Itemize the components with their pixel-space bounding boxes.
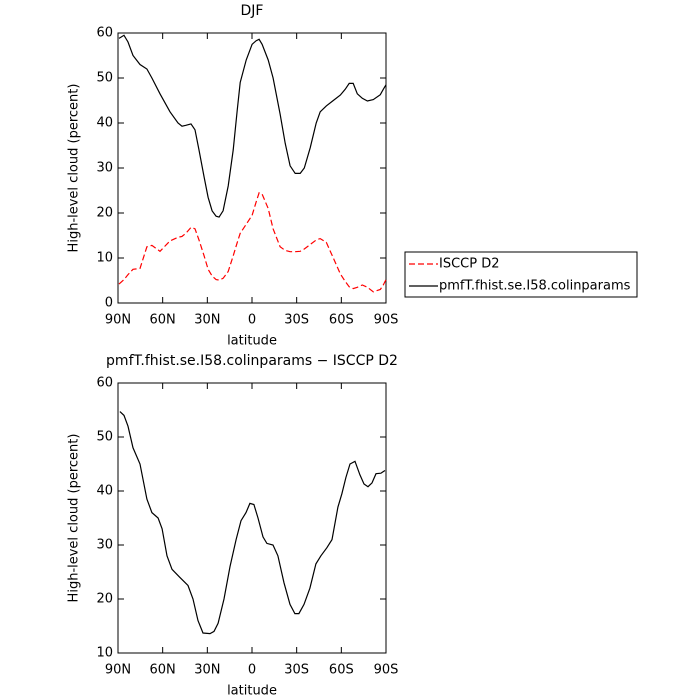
x-tick-label: 90S (374, 313, 399, 328)
x-tick-label: 90N (105, 313, 131, 328)
legend-box (404, 251, 638, 298)
panel: pmfT.fhist.se.I58.colinparams − ISCCP D2… (67, 353, 399, 699)
y-tick-label: 10 (96, 251, 113, 266)
x-tick-label: 30S (284, 313, 309, 328)
y-tick-label: 40 (96, 484, 113, 499)
x-tick-label: 90N (105, 663, 131, 678)
x-tick-label: 30N (194, 663, 220, 678)
chart-title: pmfT.fhist.se.I58.colinparams − ISCCP D2 (106, 353, 398, 369)
panel: DJF latitude High-level cloud (percent) 0 10… (67, 3, 638, 349)
x-tick-label: 0 (248, 663, 256, 678)
x-axis-label: latitude (227, 334, 277, 349)
legend-label: pmfT.fhist.se.I58.colinparams (439, 279, 631, 294)
y-tick-label: 50 (96, 71, 113, 86)
y-tick-label: 0 (105, 296, 113, 311)
x-tick-label: 30N (194, 313, 220, 328)
y-tick-label: 30 (96, 161, 113, 176)
y-tick-label: 20 (96, 592, 113, 607)
y-axis-label: High-level cloud (percent) (67, 84, 82, 253)
x-tick-label: 60S (329, 313, 354, 328)
x-axis-label: latitude (227, 684, 277, 699)
data-line (119, 411, 386, 635)
legend-label: ISCCP D2 (439, 257, 500, 272)
chart-title: DJF (241, 3, 264, 19)
y-tick-label: 60 (96, 26, 113, 41)
y-axis-label: High-level cloud (percent) (67, 434, 82, 603)
x-tick-label: 0 (248, 313, 256, 328)
plot-frame (117, 32, 387, 304)
y-tick-label: 40 (96, 116, 113, 131)
y-tick-label: 20 (96, 206, 113, 221)
x-tick-label: 60N (150, 313, 176, 328)
y-tick-label: 50 (96, 430, 113, 445)
data-line (118, 191, 387, 293)
x-tick-label: 60N (150, 663, 176, 678)
plot-frame (117, 382, 387, 654)
x-tick-label: 30S (284, 663, 309, 678)
y-tick-label: 10 (96, 646, 113, 661)
y-tick-label: 60 (96, 376, 113, 391)
y-tick-label: 30 (96, 538, 113, 553)
data-line (118, 34, 387, 218)
x-tick-label: 90S (374, 663, 399, 678)
x-tick-label: 60S (329, 663, 354, 678)
